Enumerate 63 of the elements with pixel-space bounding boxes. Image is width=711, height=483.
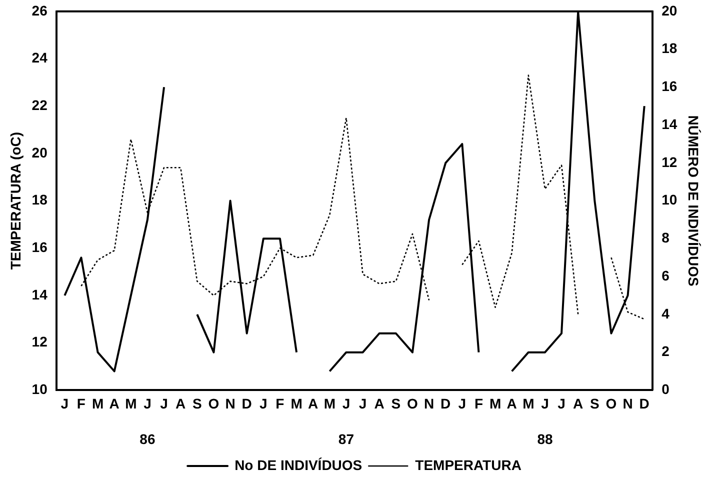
x-tick-label: S — [590, 395, 600, 412]
x-tick-label: A — [109, 395, 120, 412]
y-tick-label: 16 — [32, 239, 48, 256]
x-tick-label: J — [541, 395, 549, 412]
y-tick-label: 10 — [32, 381, 48, 398]
x-tick-label: N — [424, 395, 434, 412]
y-tick-label: 22 — [32, 96, 48, 113]
x-tick-label: N — [622, 395, 633, 412]
x-tick-label: D — [440, 395, 451, 412]
y-tick-label: 24 — [32, 50, 48, 66]
legend-label: TEMPERATURA — [415, 456, 522, 473]
y2-tick-label: 4 — [662, 305, 670, 322]
x-tick-label: M — [324, 395, 336, 412]
y-tick-label: 12 — [32, 334, 48, 350]
x-tick-label: O — [407, 395, 418, 412]
x-tick-label: J — [342, 395, 350, 412]
x-tick-label: J — [260, 395, 268, 412]
x-tick-label: M — [92, 395, 104, 412]
text: 86 — [140, 431, 156, 448]
legend-label: No DE INDIVÍDUOS — [234, 456, 362, 473]
x-tick-label: J — [358, 395, 367, 412]
y2-tick-label: 12 — [662, 154, 678, 170]
y-tick-label: 20 — [32, 144, 48, 160]
y2-tick-label: 6 — [662, 267, 670, 284]
x-tick-label: J — [558, 395, 566, 412]
y-axis-title: TEMPERATURA (oC) — [7, 132, 24, 270]
y2-tick-label: 10 — [662, 192, 678, 208]
x-tick-label: D — [639, 395, 650, 412]
y2-tick-label: 2 — [662, 343, 670, 360]
x-tick-label: A — [506, 395, 517, 412]
x-tick-label: A — [374, 395, 384, 412]
x-tick-label: S — [192, 395, 202, 412]
x-tick-label: D — [242, 395, 252, 412]
x-tick-label: F — [474, 395, 484, 412]
x-tick-label: A — [308, 395, 318, 412]
x-tick-label: O — [606, 395, 617, 412]
x-tick-label: M — [290, 395, 302, 412]
y2-tick-label: 0 — [662, 381, 670, 398]
y2-tick-label: 18 — [662, 40, 678, 56]
text: 88 — [537, 431, 553, 448]
x-tick-label: M — [489, 395, 502, 412]
x-tick-label: J — [458, 395, 466, 412]
x-tick-label: A — [573, 395, 584, 412]
x-tick-label: A — [176, 395, 186, 412]
y2-tick-label: 8 — [662, 230, 670, 246]
x-tick-label: F — [276, 395, 285, 412]
y-tick-label: 14 — [32, 286, 48, 302]
text: 87 — [338, 431, 354, 448]
x-tick-label: J — [160, 395, 168, 412]
x-tick-label: O — [208, 395, 220, 412]
x-tick-label: M — [522, 395, 534, 412]
y2-tick-label: 14 — [662, 116, 678, 132]
x-tick-label: M — [125, 395, 137, 412]
y2-axis-title: NÚMERO DE INDIVÍDUOS — [686, 115, 702, 286]
y-tick-label: 26 — [32, 2, 48, 18]
x-tick-label: F — [76, 395, 86, 412]
x-tick-label: J — [60, 395, 69, 412]
x-tick-label: S — [391, 395, 401, 412]
x-tick-label: N — [225, 395, 236, 412]
y2-tick-label: 20 — [662, 2, 678, 18]
x-tick-label: J — [144, 395, 152, 412]
y-tick-label: 18 — [32, 192, 48, 208]
y2-tick-label: 16 — [662, 78, 678, 94]
